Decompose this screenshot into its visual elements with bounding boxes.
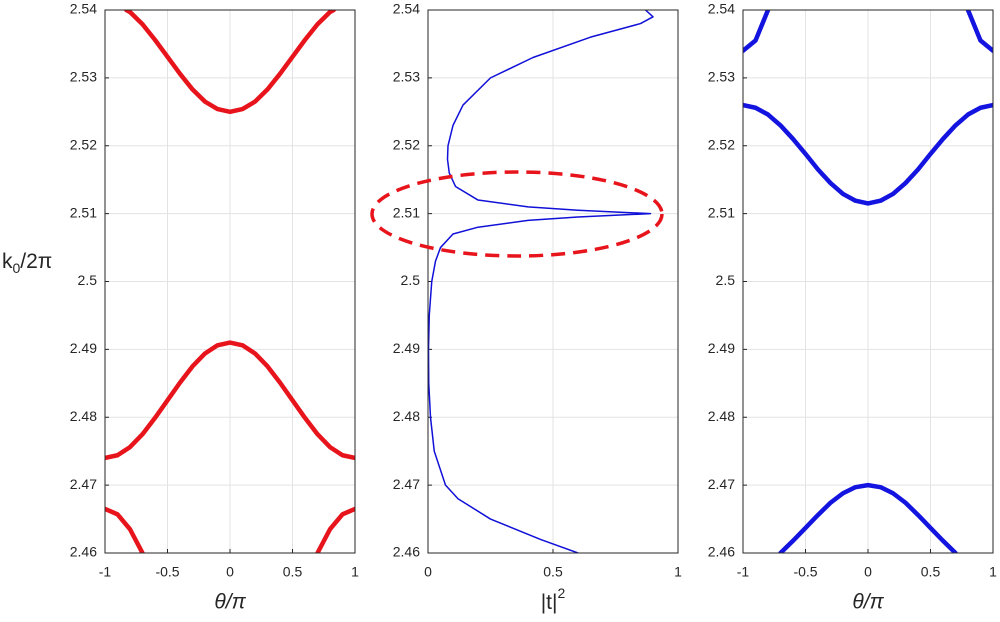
plot-frame bbox=[104, 9, 356, 554]
y-tick-label: 2.5 bbox=[716, 272, 736, 288]
x-tick-label: 0.5 bbox=[543, 564, 563, 580]
y-tick-label: 2.5 bbox=[78, 272, 98, 288]
y-tick-label: 2.46 bbox=[393, 544, 420, 560]
highlight-ellipse bbox=[370, 170, 664, 258]
curve bbox=[778, 482, 958, 553]
curve bbox=[743, 10, 771, 53]
y-axis-label: k0/2π bbox=[2, 250, 52, 276]
y-tick-label: 2.46 bbox=[708, 544, 735, 560]
y-tick-label: 2.54 bbox=[708, 1, 735, 17]
curve bbox=[428, 10, 654, 553]
curve bbox=[315, 506, 355, 553]
y-tick-label: 2.49 bbox=[393, 340, 420, 356]
x-axis-label-base: |t| bbox=[541, 591, 558, 614]
y-tick-label: 2.52 bbox=[708, 136, 735, 152]
x-axis-label: θ/π bbox=[852, 591, 884, 614]
y-tick-label: 2.53 bbox=[70, 69, 97, 85]
y-tick-label: 2.51 bbox=[708, 204, 735, 220]
x-axis-label: θ/π bbox=[214, 591, 246, 614]
curve bbox=[105, 340, 355, 461]
x-tick-label: -1 bbox=[737, 564, 750, 580]
y-tick-label: 2.47 bbox=[393, 476, 420, 492]
y-tick-label: 2.52 bbox=[70, 136, 97, 152]
y-tick-label: 2.46 bbox=[70, 544, 97, 560]
x-tick-label: 1 bbox=[351, 564, 359, 580]
x-tick-label: -1 bbox=[99, 564, 112, 580]
plot-frame bbox=[742, 9, 994, 554]
plot-frame bbox=[427, 9, 679, 554]
y-tick-label: 2.53 bbox=[393, 69, 420, 85]
y-tick-label: 2.54 bbox=[70, 1, 97, 17]
y-axis-label-rest: /2π bbox=[20, 250, 52, 273]
y-tick-label: 2.49 bbox=[70, 340, 97, 356]
y-tick-label: 2.48 bbox=[708, 408, 735, 424]
curve bbox=[105, 506, 145, 553]
x-tick-label: 0 bbox=[864, 564, 872, 580]
y-axis-label-sub: 0 bbox=[13, 260, 21, 276]
x-tick-label: 1 bbox=[989, 564, 997, 580]
y-tick-label: 2.48 bbox=[393, 408, 420, 424]
x-tick-label: -0.5 bbox=[155, 564, 179, 580]
y-tick-label: 2.51 bbox=[70, 204, 97, 220]
x-tick-label: -0.5 bbox=[793, 564, 817, 580]
x-tick-label: 0.5 bbox=[283, 564, 303, 580]
x-tick-label: 0 bbox=[226, 564, 234, 580]
subplot: 2.46 2.47 2.48 2.49 2.5 2.51 2.52 2.53 2.54 -1 -0.… bbox=[708, 1, 997, 614]
x-tick-label: 0 bbox=[424, 564, 432, 580]
y-tick-label: 2.5 bbox=[401, 272, 421, 288]
x-tick-label: 0.5 bbox=[921, 564, 941, 580]
x-axis-label-sup: 2 bbox=[557, 585, 565, 601]
y-tick-label: 2.54 bbox=[393, 1, 420, 17]
y-tick-label: 2.51 bbox=[393, 204, 420, 220]
curve bbox=[965, 10, 993, 53]
curve bbox=[124, 10, 336, 115]
y-tick-label: 2.48 bbox=[70, 408, 97, 424]
y-tick-label: 2.47 bbox=[70, 476, 97, 492]
curve bbox=[743, 102, 993, 206]
x-tick-label: 1 bbox=[674, 564, 682, 580]
subplot: 2.46 2.47 2.48 2.49 2.5 2.51 2.52 2.53 2.54 -1 -0.… bbox=[2, 1, 359, 614]
subplot: 2.46 2.47 2.48 2.49 2.5 2.51 2.52 2.53 2.54 0 0.5 1… bbox=[393, 1, 682, 614]
y-tick-label: 2.47 bbox=[708, 476, 735, 492]
y-tick-label: 2.53 bbox=[708, 69, 735, 85]
y-axis-label-base: k bbox=[2, 250, 13, 273]
y-tick-label: 2.49 bbox=[708, 340, 735, 356]
y-tick-label: 2.52 bbox=[393, 136, 420, 152]
x-axis-label: |t|2 bbox=[541, 585, 566, 614]
